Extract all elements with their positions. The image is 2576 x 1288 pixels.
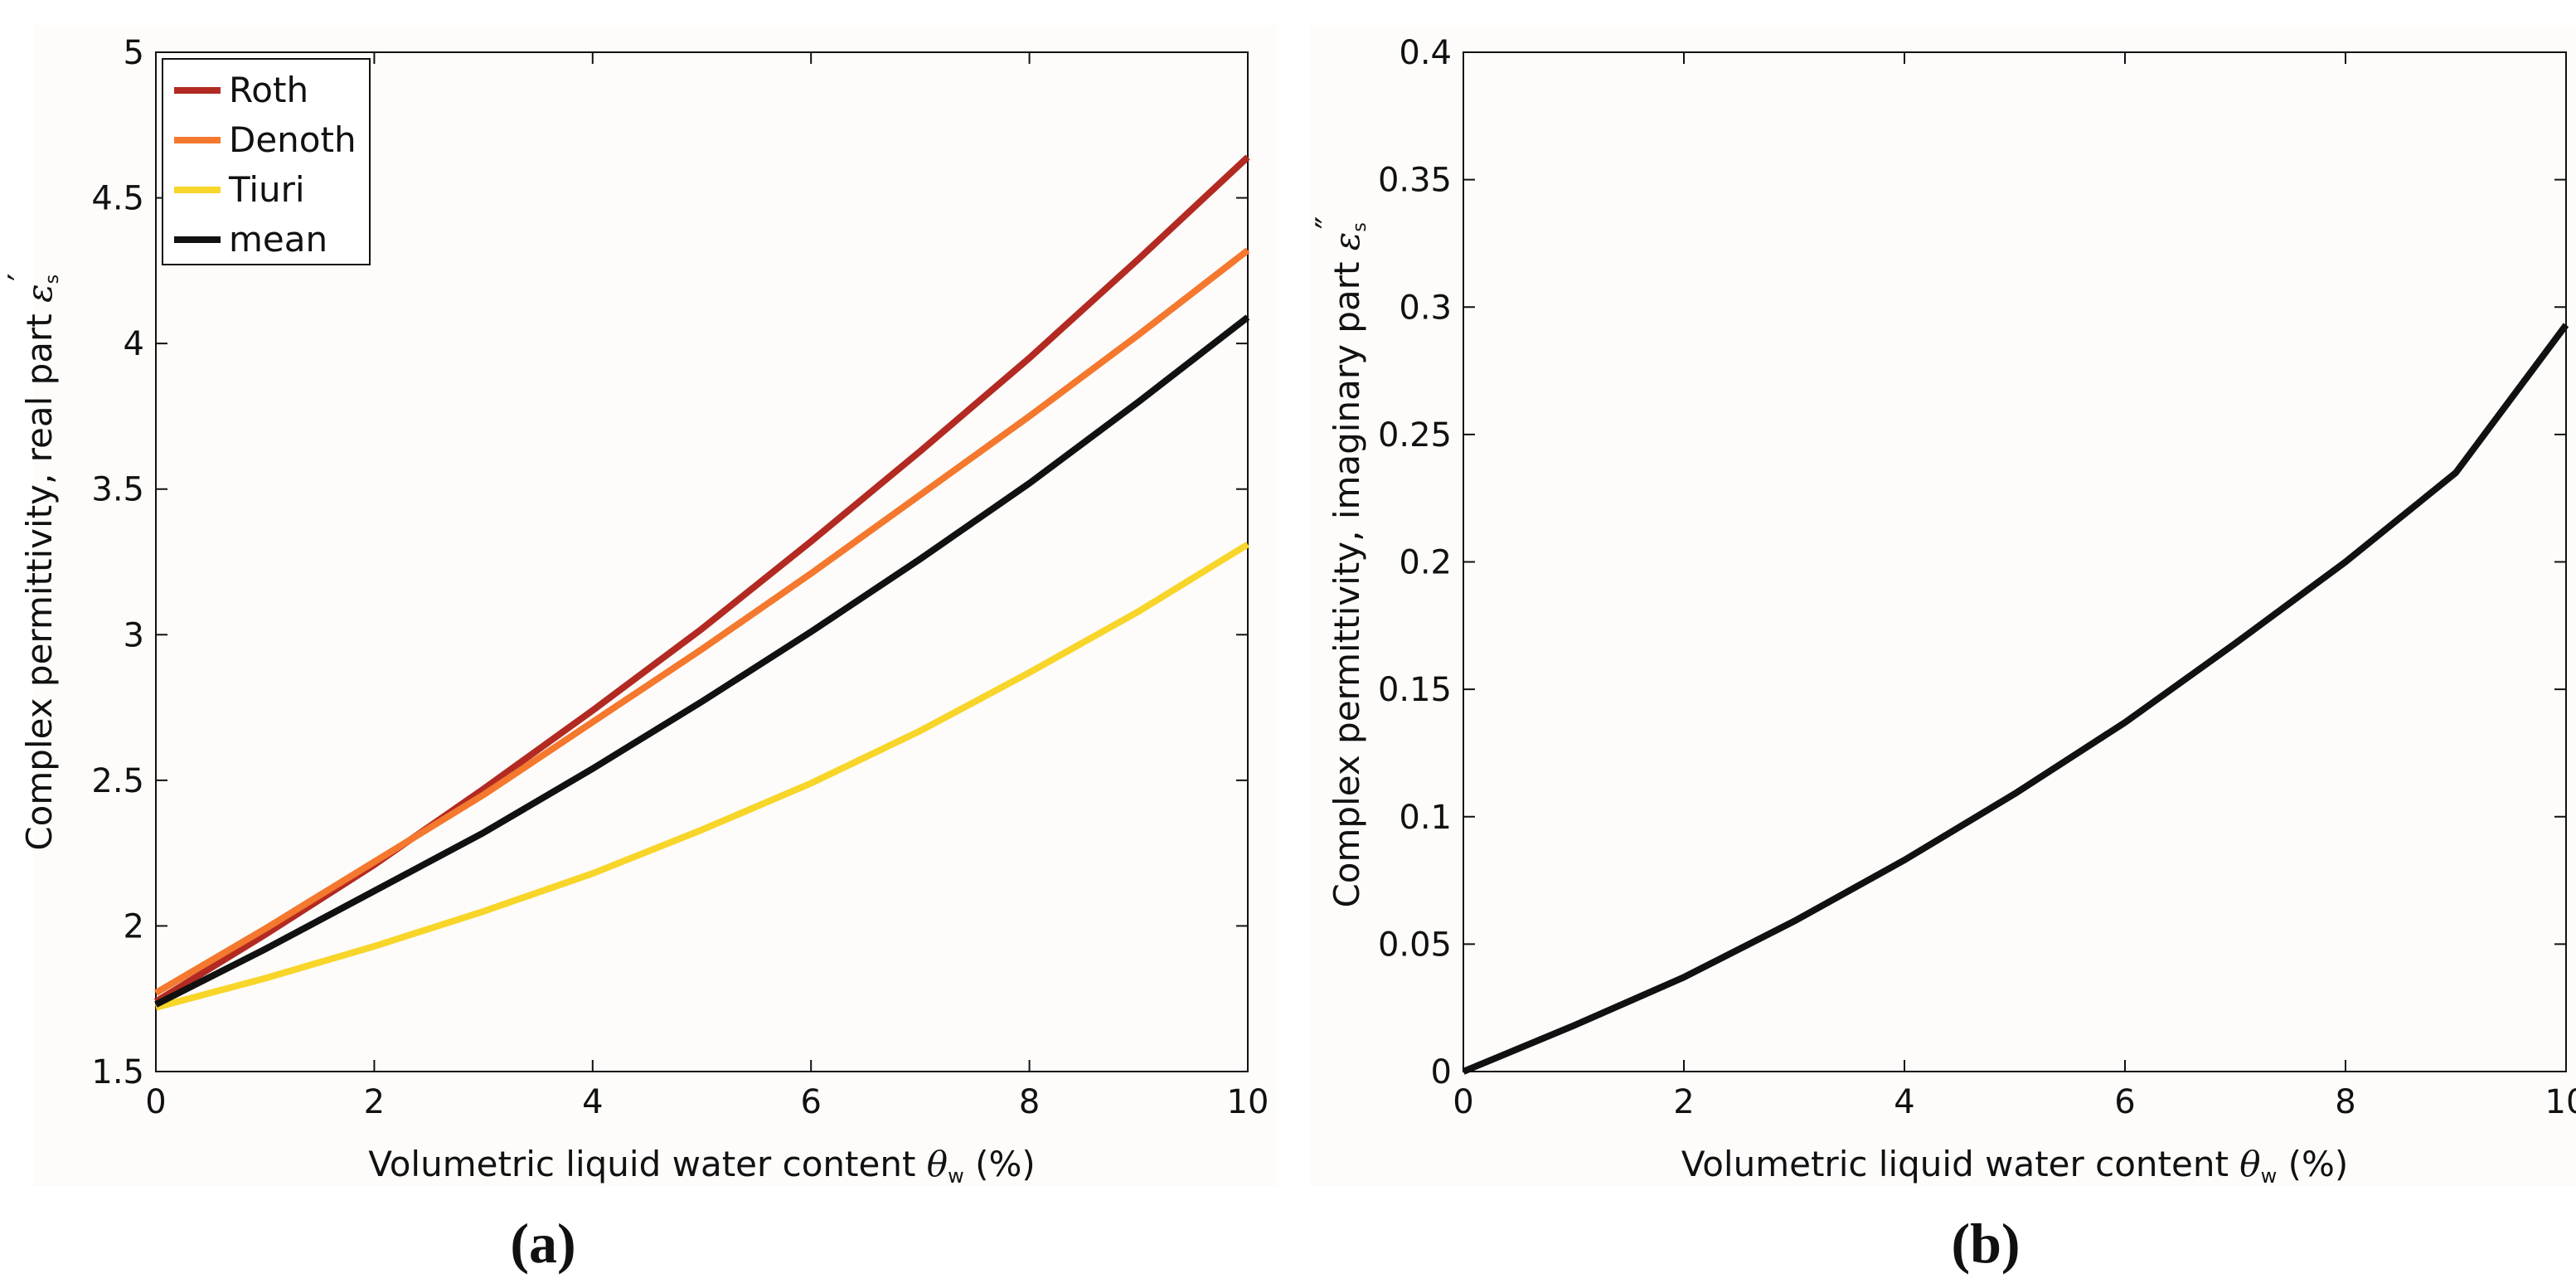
x-tick-label: 6 — [2114, 1083, 2135, 1121]
x-tick-label: 2 — [1673, 1083, 1694, 1121]
label-part: Volumetric liquid water content — [1681, 1144, 2240, 1184]
y-tick-label: 0.1 — [1399, 799, 1452, 837]
label-part: Complex permittivity, imaginary part — [1327, 250, 1367, 907]
label-part: ε — [19, 284, 60, 303]
y-tick-label: 0.2 — [1399, 544, 1452, 582]
legend-label-tiuri: Tiuri — [228, 169, 305, 210]
x-axis-title: Volumetric liquid water content θw (%) — [368, 1144, 1036, 1188]
x-tick-label: 0 — [1453, 1083, 1473, 1121]
x-tick-label: 4 — [1894, 1083, 1914, 1121]
label-part: w — [2261, 1164, 2278, 1188]
y-tick-label: 0.25 — [1378, 416, 1452, 454]
y-tick-label: 3.5 — [91, 471, 144, 509]
x-tick-label: 0 — [145, 1083, 166, 1121]
y-tick-label: 0.35 — [1378, 162, 1452, 200]
legend: Roth Denoth Tiuri mean — [162, 58, 371, 265]
label-part: Complex permittivity, real part — [19, 303, 60, 851]
x-tick-label: 10 — [1227, 1083, 1269, 1121]
panel-b-background — [1310, 25, 2576, 1186]
label-part: s — [1350, 222, 1370, 231]
x-tick-label: 10 — [2545, 1083, 2576, 1121]
y-tick-label: 0.15 — [1378, 671, 1452, 709]
y-tick-label: 2 — [124, 907, 144, 945]
series-line-mean — [154, 314, 1250, 1008]
label-part: (%) — [964, 1144, 1036, 1184]
legend-label-roth: Roth — [229, 70, 308, 110]
x-axis-title: Volumetric liquid water content θw (%) — [1681, 1144, 2349, 1188]
y-axis-title: Complex permittivity, real part εs′ — [1, 273, 63, 850]
x-tick-label: 4 — [582, 1083, 603, 1121]
label-part: ′ — [1, 273, 41, 281]
y-tick-label: 4.5 — [91, 180, 144, 218]
label-part: Volumetric liquid water content — [368, 1144, 927, 1184]
y-tick-label: 1.5 — [91, 1053, 144, 1091]
y-tick-label: 0.05 — [1378, 926, 1452, 964]
axes-box — [155, 51, 1249, 1072]
y-tick-label: 0.4 — [1399, 34, 1452, 72]
x-tick-label: 8 — [1019, 1083, 1040, 1121]
label-part: w — [948, 1164, 964, 1188]
label-part: θ — [2239, 1144, 2260, 1184]
panel-a-chart: 0 2 4 6 8 10 1.5 2 2.5 3 3.5 4 4.5 5 Volumetric liquid… — [1, 34, 1269, 1275]
series-line-tiuri — [154, 541, 1250, 1011]
label-part: s — [42, 275, 63, 284]
label-part: (%) — [2277, 1144, 2348, 1184]
y-tick-label: 0 — [1431, 1053, 1452, 1091]
y-tick-label: 2.5 — [91, 762, 144, 800]
y-tick-label: 3 — [124, 616, 144, 654]
x-tick-label: 6 — [800, 1083, 821, 1121]
y-tick-label: 5 — [124, 34, 144, 72]
series-line-roth — [153, 154, 1250, 1005]
label-part: ε — [1327, 232, 1367, 251]
y-tick-label: 4 — [124, 325, 144, 363]
y-tick-label: 0.3 — [1399, 289, 1452, 327]
label-part: ″ — [1308, 216, 1349, 229]
x-tick-label: 2 — [364, 1083, 385, 1121]
series-line-mean — [1462, 323, 2569, 1075]
panel-label: (b) — [1951, 1212, 2020, 1275]
legend-label-denoth: Denoth — [229, 119, 357, 160]
panel-b-chart: 0 2 4 6 8 10 0 0.05 0.1 0.15 0.2 0.25 0.3 0.35 0.4 Volu… — [1308, 34, 2576, 1275]
legend-label-mean: mean — [229, 219, 327, 260]
label-part: θ — [927, 1144, 948, 1184]
x-tick-label: 8 — [2335, 1083, 2355, 1121]
series-line-denoth — [153, 247, 1250, 996]
panel-label: (a) — [510, 1212, 575, 1275]
axes-box — [1463, 51, 2567, 1072]
y-axis-title: Complex permittivity, imaginary part εs″ — [1308, 216, 1370, 907]
